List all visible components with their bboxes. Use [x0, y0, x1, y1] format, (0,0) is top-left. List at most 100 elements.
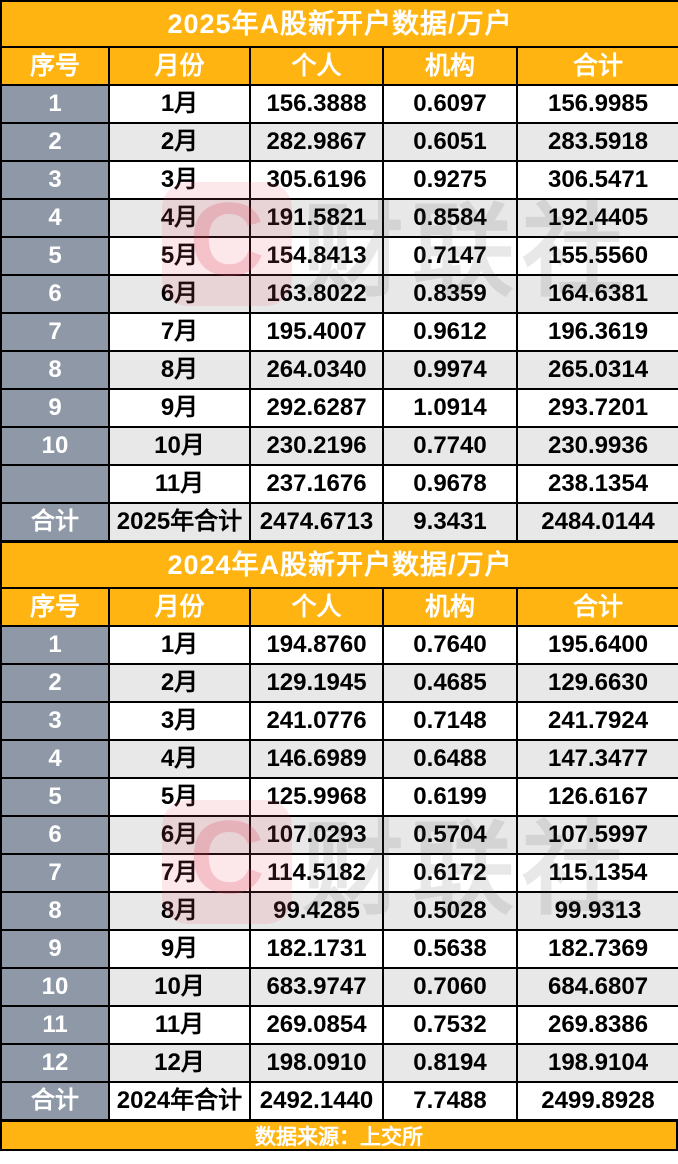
individual-cell: 154.8413 [249, 236, 384, 276]
table-row: 7 7月 195.4007 0.9612 196.3619 [0, 312, 678, 352]
index-cell: 11 [0, 1005, 110, 1045]
title-row: 2025年A股新开户数据/万户 [0, 0, 678, 48]
column-header-total: 合计 [515, 587, 678, 627]
month-cell: 6月 [108, 274, 251, 314]
index-cell: 8 [0, 891, 110, 931]
index-cell [0, 464, 110, 504]
index-cell: 10 [0, 967, 110, 1007]
month-cell: 7月 [108, 312, 251, 352]
total-cell: 107.5997 [515, 815, 678, 855]
institution-cell: 0.6051 [382, 122, 518, 162]
total-cell: 192.4405 [515, 198, 678, 238]
month-cell: 2024年合计 [108, 1081, 251, 1121]
table-row: 9 9月 292.6287 1.0914 293.7201 [0, 388, 678, 428]
column-header-individual: 个人 [249, 46, 384, 86]
month-cell: 2025年合计 [108, 502, 251, 542]
individual-cell: 107.0293 [249, 815, 384, 855]
individual-cell: 156.3888 [249, 84, 384, 124]
institution-cell: 0.9612 [382, 312, 518, 352]
index-cell: 3 [0, 701, 110, 741]
index-cell: 9 [0, 929, 110, 969]
index-cell: 5 [0, 777, 110, 817]
institution-cell: 0.7532 [382, 1005, 518, 1045]
institution-cell: 0.7640 [382, 625, 518, 665]
month-cell: 1月 [108, 84, 251, 124]
individual-cell: 683.9747 [249, 967, 384, 1007]
month-cell: 5月 [108, 236, 251, 276]
table-row: 2 2月 282.9867 0.6051 283.5918 [0, 122, 678, 162]
index-cell: 7 [0, 853, 110, 893]
total-cell: 126.6167 [515, 777, 678, 817]
institution-cell: 0.8194 [382, 1043, 518, 1083]
index-cell: 9 [0, 388, 110, 428]
column-header-institution: 机构 [382, 587, 518, 627]
table-row: 4 4月 146.6989 0.6488 147.3477 [0, 739, 678, 779]
total-cell: 115.1354 [515, 853, 678, 893]
institution-cell: 0.7060 [382, 967, 518, 1007]
month-cell: 7月 [108, 853, 251, 893]
institution-cell: 0.7148 [382, 701, 518, 741]
month-cell: 11月 [108, 464, 251, 504]
column-header-total: 合计 [515, 46, 678, 86]
month-cell: 8月 [108, 350, 251, 390]
table-row: 8 8月 99.4285 0.5028 99.9313 [0, 891, 678, 931]
table-2024: 2024年A股新开户数据/万户 序号 月份 个人 机构 合计 1 1月 194.87… [0, 541, 678, 1121]
column-header-month: 月份 [108, 46, 251, 86]
individual-cell: 2474.6713 [249, 502, 384, 542]
institution-cell: 1.0914 [382, 388, 518, 428]
individual-cell: 114.5182 [249, 853, 384, 893]
table-2025: 2025年A股新开户数据/万户 序号 月份 个人 机构 合计 1 1月 156.38… [0, 0, 678, 542]
table-row: 10 10月 230.2196 0.7740 230.9936 [0, 426, 678, 466]
total-cell: 196.3619 [515, 312, 678, 352]
total-cell: 164.6381 [515, 274, 678, 314]
table-title-2024: 2024年A股新开户数据/万户 [0, 541, 678, 589]
total-cell: 147.3477 [515, 739, 678, 779]
individual-cell: 182.1731 [249, 929, 384, 969]
total-cell: 2499.8928 [515, 1081, 678, 1121]
month-cell: 4月 [108, 198, 251, 238]
month-cell: 4月 [108, 739, 251, 779]
institution-cell: 0.5704 [382, 815, 518, 855]
table-row: 9 9月 182.1731 0.5638 182.7369 [0, 929, 678, 969]
institution-cell: 0.9678 [382, 464, 518, 504]
index-cell: 4 [0, 198, 110, 238]
table-title-2025: 2025年A股新开户数据/万户 [0, 0, 678, 48]
index-cell: 合计 [0, 502, 110, 542]
individual-cell: 2492.1440 [249, 1081, 384, 1121]
total-cell: 265.0314 [515, 350, 678, 390]
total-cell: 129.6630 [515, 663, 678, 703]
month-cell: 5月 [108, 777, 251, 817]
individual-cell: 241.0776 [249, 701, 384, 741]
column-header-index: 序号 [0, 46, 110, 86]
month-cell: 10月 [108, 967, 251, 1007]
table-row: 7 7月 114.5182 0.6172 115.1354 [0, 853, 678, 893]
total-cell: 269.8386 [515, 1005, 678, 1045]
column-header-row: 序号 月份 个人 机构 合计 [0, 46, 678, 86]
total-cell: 2484.0144 [515, 502, 678, 542]
individual-cell: 269.0854 [249, 1005, 384, 1045]
total-cell: 155.5560 [515, 236, 678, 276]
institution-cell: 0.9974 [382, 350, 518, 390]
individual-cell: 198.0910 [249, 1043, 384, 1083]
index-cell: 3 [0, 160, 110, 200]
total-cell: 198.9104 [515, 1043, 678, 1083]
individual-cell: 99.4285 [249, 891, 384, 931]
table-row: 8 8月 264.0340 0.9974 265.0314 [0, 350, 678, 390]
institution-cell: 0.7740 [382, 426, 518, 466]
total-cell: 195.6400 [515, 625, 678, 665]
institution-cell: 7.7488 [382, 1081, 518, 1121]
total-cell: 241.7924 [515, 701, 678, 741]
table-body-2024: 1 1月 194.8760 0.7640 195.6400 2 2月 129.1945 0.46… [0, 625, 678, 1121]
total-cell: 306.5471 [515, 160, 678, 200]
column-header-index: 序号 [0, 587, 110, 627]
total-cell: 293.7201 [515, 388, 678, 428]
table-row: 4 4月 191.5821 0.8584 192.4405 [0, 198, 678, 238]
table-row: 6 6月 163.8022 0.8359 164.6381 [0, 274, 678, 314]
month-cell: 11月 [108, 1005, 251, 1045]
individual-cell: 282.9867 [249, 122, 384, 162]
individual-cell: 129.1945 [249, 663, 384, 703]
table-body-2025: 1 1月 156.3888 0.6097 156.9985 2 2月 282.9867 0.60… [0, 84, 678, 542]
institution-cell: 0.6199 [382, 777, 518, 817]
total-cell: 182.7369 [515, 929, 678, 969]
